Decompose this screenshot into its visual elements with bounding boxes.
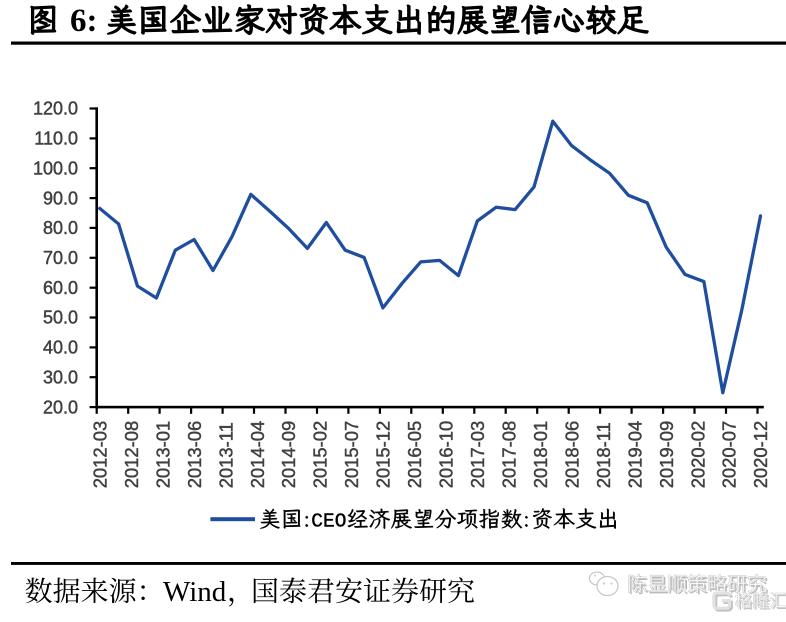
svg-text:Wind: Wind xyxy=(163,576,227,608)
svg-text:2017-03: 2017-03 xyxy=(467,421,488,489)
svg-text:2016-05: 2016-05 xyxy=(404,421,425,489)
svg-text:2015-07: 2015-07 xyxy=(341,421,362,489)
svg-text:2020-12: 2020-12 xyxy=(750,421,771,489)
svg-text:2015-02: 2015-02 xyxy=(310,421,331,489)
svg-text:2018-01: 2018-01 xyxy=(530,421,551,489)
svg-text:2012-03: 2012-03 xyxy=(89,421,110,489)
svg-text:2013-01: 2013-01 xyxy=(152,421,173,489)
svg-text:2020-02: 2020-02 xyxy=(687,421,708,489)
svg-text:2014-04: 2014-04 xyxy=(247,421,268,489)
svg-text:50.0: 50.0 xyxy=(43,308,78,328)
svg-text:2013-11: 2013-11 xyxy=(215,422,236,488)
svg-text:CEO: CEO xyxy=(311,511,346,533)
svg-text:120.0: 120.0 xyxy=(33,99,78,119)
svg-text:2015-12: 2015-12 xyxy=(373,421,394,489)
svg-text:2016-10: 2016-10 xyxy=(436,421,457,489)
svg-text:20.0: 20.0 xyxy=(43,397,78,417)
svg-text:2013-06: 2013-06 xyxy=(184,421,205,489)
svg-text:110.0: 110.0 xyxy=(34,129,78,149)
svg-text:70.0: 70.0 xyxy=(43,248,78,268)
svg-text:2018-06: 2018-06 xyxy=(561,421,582,489)
svg-text:80.0: 80.0 xyxy=(43,218,78,238)
svg-text:2014-09: 2014-09 xyxy=(278,421,299,489)
svg-text:2020-07: 2020-07 xyxy=(719,421,740,489)
svg-text:2017-08: 2017-08 xyxy=(499,421,520,489)
svg-text:40.0: 40.0 xyxy=(43,338,78,358)
svg-text:90.0: 90.0 xyxy=(43,188,78,208)
svg-text:2019-04: 2019-04 xyxy=(624,421,645,489)
svg-text:30.0: 30.0 xyxy=(43,367,78,387)
svg-text:6:: 6: xyxy=(70,3,98,39)
svg-text:60.0: 60.0 xyxy=(43,278,78,298)
svg-text:2012-08: 2012-08 xyxy=(121,421,142,489)
svg-text:2018-11: 2018-11 xyxy=(593,422,614,488)
svg-text:100.0: 100.0 xyxy=(33,158,78,178)
svg-text:2019-09: 2019-09 xyxy=(656,421,677,489)
